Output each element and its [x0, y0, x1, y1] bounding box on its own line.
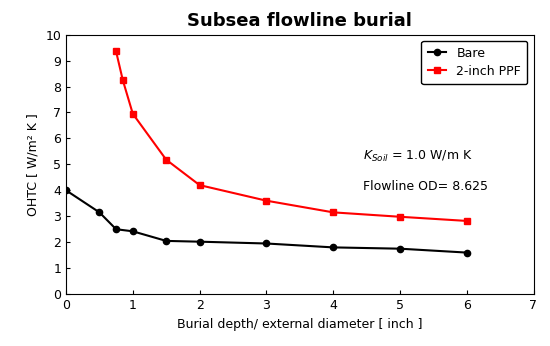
- Bare: [464, 251, 470, 255]
- Title: Subsea flowline burial: Subsea flowline burial: [188, 12, 412, 30]
- 2-inch PPF: [464, 219, 470, 223]
- Bare: [330, 245, 337, 249]
- Y-axis label: OHTC [ W/m² K ]: OHTC [ W/m² K ]: [27, 113, 40, 216]
- Bare: [397, 247, 403, 251]
- Bare: [163, 239, 169, 243]
- 2-inch PPF: [113, 49, 119, 54]
- X-axis label: Burial depth/ external diameter [ inch ]: Burial depth/ external diameter [ inch ]: [177, 318, 422, 330]
- Bare: [263, 242, 270, 246]
- 2-inch PPF: [397, 215, 403, 219]
- Text: Flowline OD= 8.625: Flowline OD= 8.625: [363, 180, 488, 193]
- 2-inch PPF: [119, 78, 126, 82]
- Bare: [63, 188, 69, 192]
- Bare: [129, 229, 136, 233]
- Legend: Bare, 2-inch PPF: Bare, 2-inch PPF: [421, 41, 527, 84]
- Bare: [96, 210, 103, 215]
- Bare: [196, 239, 203, 244]
- Text: $K_{Soil}$ = 1.0 W/m K: $K_{Soil}$ = 1.0 W/m K: [363, 149, 472, 164]
- 2-inch PPF: [163, 157, 169, 162]
- 2-inch PPF: [129, 112, 136, 116]
- 2-inch PPF: [330, 210, 337, 215]
- Line: Bare: Bare: [63, 187, 470, 256]
- 2-inch PPF: [263, 199, 270, 203]
- Bare: [113, 227, 119, 231]
- 2-inch PPF: [196, 183, 203, 187]
- Line: 2-inch PPF: 2-inch PPF: [113, 48, 470, 224]
